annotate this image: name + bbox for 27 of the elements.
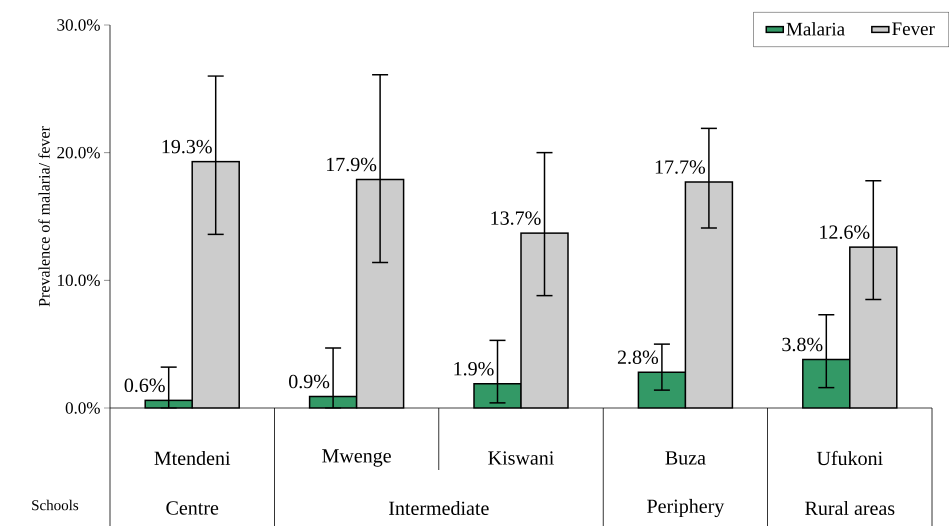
data-label: 12.6%	[820, 225, 870, 239]
y-tick-label: 0.0%	[66, 402, 100, 414]
x-axis-title: Schools	[32, 500, 78, 510]
data-label: 13.7%	[491, 211, 541, 225]
text: Intermediate	[388, 500, 489, 516]
text: Periphery	[647, 498, 724, 518]
text: Centre	[166, 501, 218, 515]
x-tick-label: Mwenge	[322, 449, 391, 467]
y-tick-label: 20.0%	[57, 146, 100, 158]
data-label: 0.6%	[124, 378, 165, 392]
data-label: 19.3%	[162, 140, 212, 154]
data-label: 1.9%	[454, 362, 494, 376]
x-tick-label: Ufukoni	[816, 450, 883, 466]
data-label: 17.7%	[656, 160, 706, 174]
y-tick-label: 30.0%	[57, 19, 100, 31]
legend-label: Malaria	[786, 22, 845, 36]
y-axis-title: Prevalence of malaria/ fever	[38, 126, 50, 306]
data-label: 17.9%	[327, 158, 376, 172]
data-label: 0.9%	[289, 374, 330, 388]
x-tick-label: Buza	[665, 451, 706, 465]
legend-label: Fever	[892, 22, 935, 36]
data-label: 2.8%	[618, 350, 658, 364]
x-tick-label: Mtendeni	[154, 450, 230, 466]
x-tick-label: Kiswani	[488, 451, 554, 465]
y-tick-label: 10.0%	[58, 274, 100, 286]
data-label: 3.8%	[782, 338, 822, 352]
text: Rural areas	[805, 500, 894, 516]
